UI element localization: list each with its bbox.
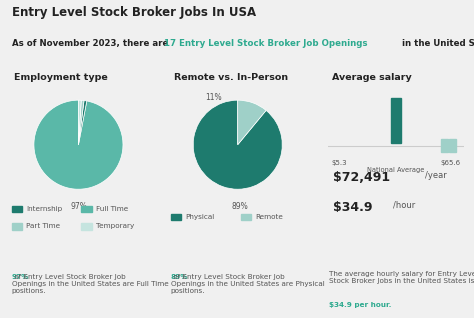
Wedge shape [78, 100, 87, 145]
Text: Full Time: Full Time [96, 206, 128, 212]
Bar [171, 214, 181, 220]
Bar [11, 206, 22, 212]
Text: Remote: Remote [255, 214, 283, 220]
Text: Employment type: Employment type [14, 73, 108, 82]
Text: 17 Entry Level Stock Broker Job Openings: 17 Entry Level Stock Broker Job Openings [164, 39, 368, 48]
Text: National Average: National Average [367, 167, 425, 173]
Text: 11%: 11% [205, 93, 221, 102]
Text: Average salary: Average salary [332, 73, 412, 82]
Text: $5.3: $5.3 [332, 160, 347, 166]
Bar [449, 139, 456, 152]
Bar [82, 206, 91, 212]
Wedge shape [193, 100, 282, 189]
Text: Entry Level Stock Broker Jobs In USA: Entry Level Stock Broker Jobs In USA [12, 6, 256, 19]
Text: Remote vs. In-Person: Remote vs. In-Person [173, 73, 288, 82]
Text: 97%: 97% [70, 202, 87, 211]
Text: As of November 2023, there are: As of November 2023, there are [12, 39, 171, 48]
Wedge shape [34, 100, 123, 189]
Text: $34.9 per hour.: $34.9 per hour. [329, 302, 392, 308]
Text: $34.9: $34.9 [333, 201, 373, 214]
Text: 89%: 89% [232, 202, 248, 211]
Bar [441, 139, 447, 152]
Wedge shape [78, 100, 84, 145]
Text: of Entry Level Stock Broker Job
Openings in the United States are Full Time
posi: of Entry Level Stock Broker Job Openings… [11, 274, 168, 294]
Text: Temporary: Temporary [96, 223, 134, 229]
Bar [391, 98, 401, 143]
Text: of Entry Level Stock Broker Job
Openings in the United States are Physical
posit: of Entry Level Stock Broker Job Openings… [171, 274, 325, 294]
Text: Physical: Physical [185, 214, 215, 220]
Text: /hour: /hour [393, 201, 415, 210]
Text: Internship: Internship [26, 206, 62, 212]
Text: $72,491: $72,491 [333, 171, 391, 184]
Bar [11, 223, 22, 230]
Text: The average hourly salary for Entry Level
Stock Broker Jobs in the United States: The average hourly salary for Entry Leve… [329, 271, 474, 291]
Text: 97%: 97% [11, 274, 29, 280]
Text: /year: /year [425, 171, 447, 180]
Wedge shape [78, 100, 81, 145]
Text: $65.6: $65.6 [440, 160, 460, 166]
Bar [82, 223, 91, 230]
Wedge shape [237, 100, 266, 145]
Text: 89%: 89% [171, 274, 188, 280]
Text: Part Time: Part Time [26, 223, 60, 229]
Bar [241, 214, 251, 220]
Text: in the United States: in the United States [399, 39, 474, 48]
